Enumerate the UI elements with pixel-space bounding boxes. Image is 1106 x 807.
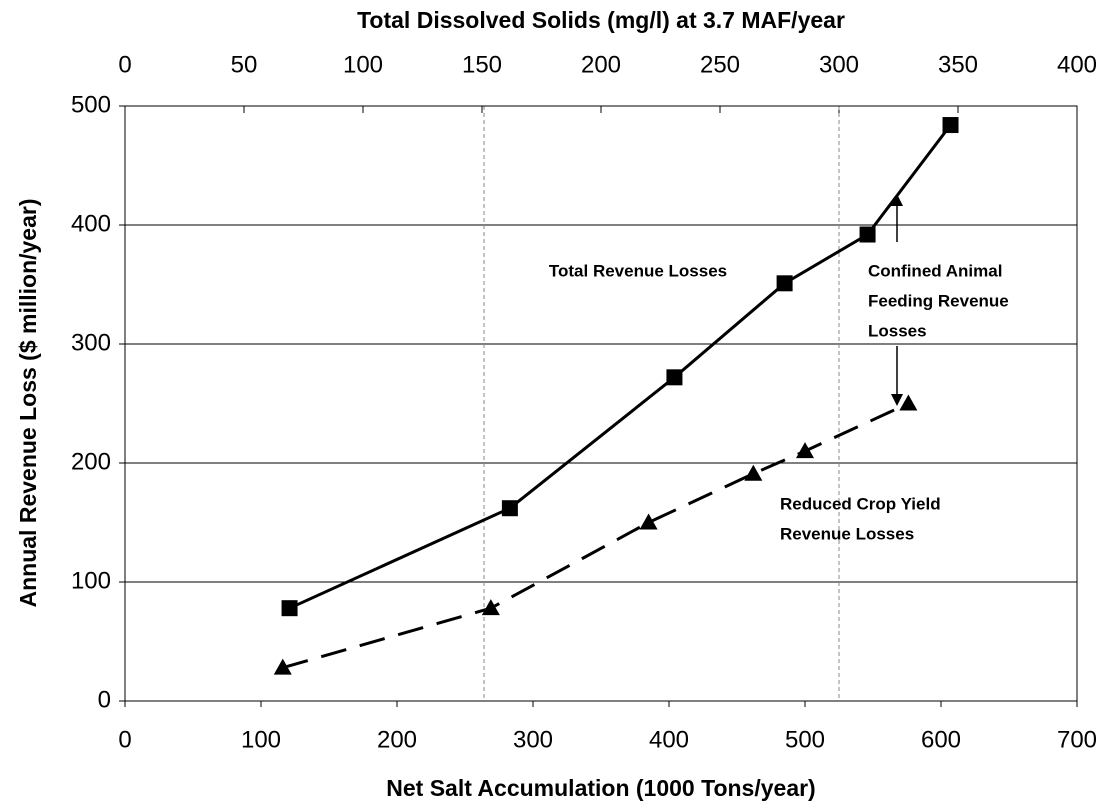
y-axis-label: Annual Revenue Loss ($ million/year) <box>15 199 41 608</box>
x-tick-label: 600 <box>921 726 961 753</box>
x2-tick-label: 300 <box>819 51 859 78</box>
marker <box>942 117 959 134</box>
x-tick-label: 700 <box>1057 726 1097 753</box>
x-tick-label: 0 <box>118 726 131 753</box>
y-tick-label: 400 <box>71 210 111 237</box>
y-tick-label: 0 <box>98 686 111 713</box>
marker <box>744 464 763 481</box>
y-tick-label: 100 <box>71 567 111 594</box>
x-tick-label: 200 <box>377 726 417 753</box>
marker <box>501 500 518 517</box>
marker <box>899 394 918 411</box>
x2-tick-label: 50 <box>231 51 258 78</box>
annotation: Revenue Losses <box>780 524 914 543</box>
x-tick-label: 500 <box>785 726 825 753</box>
y-tick-label: 300 <box>71 329 111 356</box>
marker <box>859 226 876 243</box>
x2-tick-label: 250 <box>700 51 740 78</box>
marker <box>639 513 658 530</box>
annotation: Feeding Revenue <box>868 291 1009 310</box>
series-line <box>282 402 909 670</box>
annotation: Confined Animal <box>868 261 1002 280</box>
y-tick-label: 200 <box>71 448 111 475</box>
chart-title: Total Dissolved Solids (mg/l) at 3.7 MAF… <box>357 7 845 33</box>
x2-tick-label: 0 <box>118 51 131 78</box>
marker <box>796 442 814 459</box>
x2-tick-label: 150 <box>462 51 502 78</box>
x2-tick-label: 100 <box>343 51 383 78</box>
x2-tick-label: 200 <box>581 51 621 78</box>
marker <box>666 369 683 386</box>
marker <box>481 599 500 616</box>
annotation: Total Revenue Losses <box>549 261 727 280</box>
x2-tick-label: 350 <box>938 51 978 78</box>
marker <box>273 658 292 675</box>
x-axis-label: Net Salt Accumulation (1000 Tons/year) <box>386 775 815 801</box>
x-tick-label: 400 <box>649 726 689 753</box>
annotation: Reduced Crop Yield <box>780 494 941 513</box>
x2-tick-label: 400 <box>1057 51 1097 78</box>
plot-frame <box>124 105 1078 702</box>
y-tick-label: 500 <box>71 91 111 118</box>
marker <box>281 600 298 617</box>
x-tick-label: 100 <box>241 726 281 753</box>
marker <box>776 275 793 292</box>
annotation: Losses <box>868 321 927 340</box>
x-tick-label: 300 <box>513 726 553 753</box>
series-line <box>288 124 952 610</box>
